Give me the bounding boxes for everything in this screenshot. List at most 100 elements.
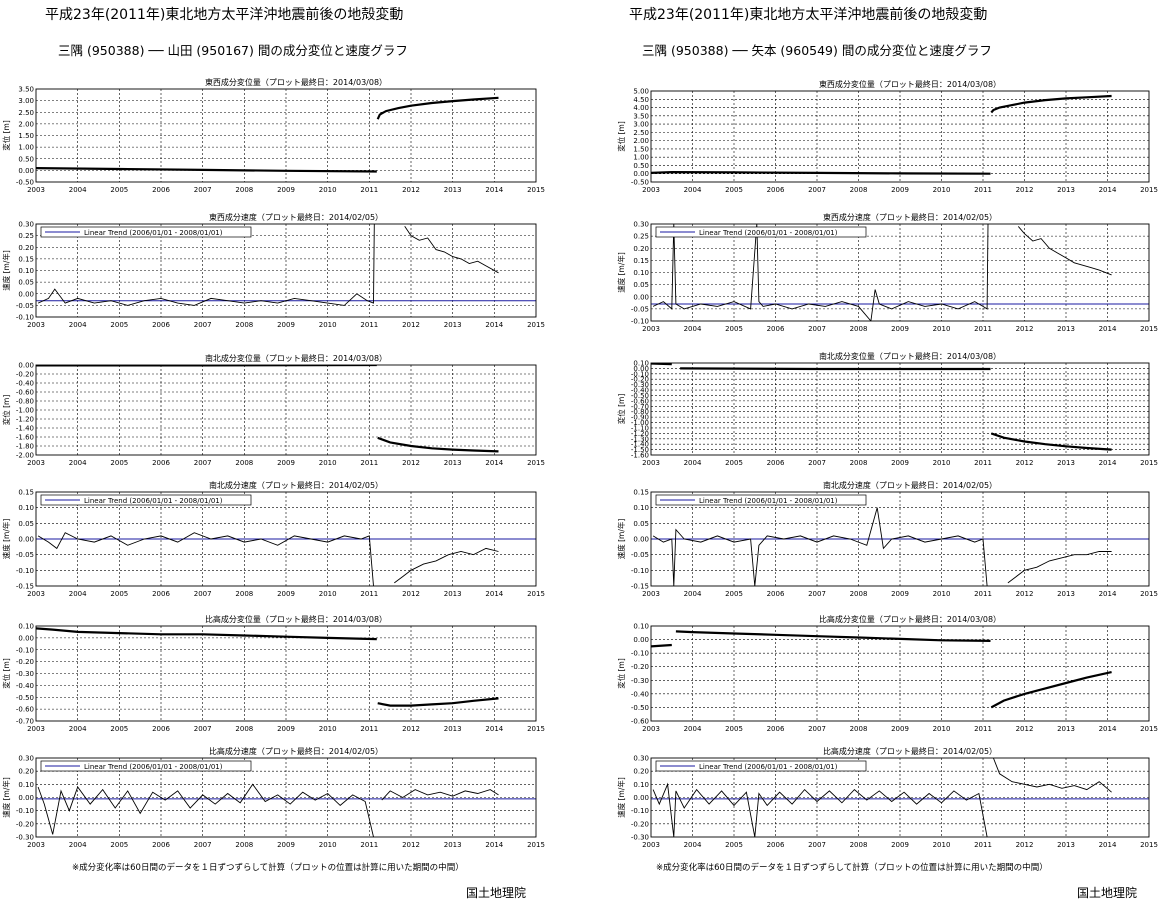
left-ns-disp-title: 南北成分変位量（プロット最終日：2014/03/08） [205,353,387,363]
y-tick-label: -0.05 [16,551,34,559]
y-tick-label: -0.40 [16,682,34,690]
x-tick-label: 2011 [360,459,378,467]
y-tick-label: -0.30 [16,834,34,842]
data-series-line [990,671,1112,709]
x-tick-label: 2004 [684,725,702,733]
x-tick-label: 2015 [1140,841,1158,849]
legend-label: Linear Trend (2006/01/01 - 2008/01/01) [84,763,223,771]
y-tick-label: 1.50 [18,132,34,140]
x-tick-label: 2012 [1016,459,1034,467]
x-tick-label: 2009 [277,321,295,329]
x-tick-label: 2007 [194,725,212,733]
x-tick-label: 2015 [527,459,545,467]
left-ud-vel-ylabel: 速度 [m/年] [1,777,11,818]
data-series-line [992,758,1112,793]
y-tick-label: 0.15 [633,489,649,497]
y-tick-label: 0.00 [18,794,34,802]
x-tick-label: 2010 [319,725,337,733]
x-tick-label: 2009 [891,459,909,467]
x-tick-label: 2015 [527,725,545,733]
data-series-line [990,432,1112,451]
x-tick-label: 2010 [319,590,337,598]
plot-frame [35,88,537,183]
y-tick-label: -1.60 [16,434,34,442]
data-series-line [377,436,499,453]
y-tick-label: -0.50 [16,694,34,702]
right-ud-disp-title: 比高成分変位量（プロット最終日：2014/03/08） [819,614,1001,624]
x-tick-label: 2006 [767,841,785,849]
x-tick-label: 2005 [110,186,128,194]
right-ud-disp-panel: 比高成分変位量（プロット最終日：2014/03/08） 0.10 0.00 -0.10… [616,614,1158,733]
y-tick-label: 1.50 [633,145,649,153]
left-ud-disp-ylabel: 変位 [m] [1,658,11,689]
legend-box [40,494,252,506]
y-tick-label: 0.10 [633,269,649,277]
left-org-name: 国土地理院 [466,886,527,900]
left-ew-vel-ylabel: 速度 [m/年] [1,250,11,291]
data-series-line [652,507,988,586]
left-ew-disp-title: 東西成分変位量（プロット最終日：2014/03/08） [205,77,387,87]
x-tick-label: 2010 [933,186,951,194]
data-series-line [675,630,991,642]
x-tick-label: 2013 [1057,590,1075,598]
y-tick-label: -1.80 [16,443,34,451]
y-tick-label: -0.60 [16,389,34,397]
y-tick-label: 0.10 [633,623,649,631]
x-tick-label: 2014 [485,459,503,467]
x-tick-label: 2007 [808,325,826,333]
x-tick-label: 2008 [850,841,868,849]
y-tick-label: -1.00 [631,419,649,427]
x-tick-label: 2007 [808,186,826,194]
x-tick-label: 2013 [1057,725,1075,733]
x-tick-label: 2010 [933,590,951,598]
x-tick-label: 2014 [485,590,503,598]
x-tick-label: 2010 [319,459,337,467]
x-tick-label: 2012 [1016,841,1034,849]
y-tick-label: 1.00 [18,144,34,152]
legend-label: Linear Trend (2006/01/01 - 2008/01/01) [84,497,223,505]
data-series-line [652,224,989,321]
x-tick-label: 2012 [1016,186,1034,194]
data-series-line [651,643,672,648]
x-tick-label: 2008 [235,459,253,467]
y-tick-label: -1.40 [631,441,649,449]
data-series-line [680,367,991,371]
x-tick-label: 2011 [360,841,378,849]
x-tick-label: 2011 [974,459,992,467]
plot-frame [650,362,1150,456]
y-tick-label: -0.60 [631,397,649,405]
y-tick-label: 3.00 [18,97,34,105]
x-tick-label: 2007 [194,590,212,598]
plot-frame [650,757,1150,838]
y-tick-label: 1.00 [633,154,649,162]
plot-frame [650,625,1150,722]
right-ns-disp-panel: 南北成分変位量（プロット最終日：2014/03/08） 0.100.00-0.10… [616,351,1158,467]
x-tick-label: 2010 [319,186,337,194]
y-tick-label: -0.50 [631,179,649,187]
x-tick-label: 2003 [642,325,660,333]
y-tick-label: -1.10 [631,424,649,432]
y-tick-label: -0.30 [631,677,649,685]
y-tick-label: -0.10 [631,650,649,658]
y-tick-label: 2.50 [633,129,649,137]
y-tick-label: -0.40 [631,387,649,395]
x-tick-label: 2003 [27,459,45,467]
x-tick-label: 2013 [1057,325,1075,333]
x-tick-label: 2004 [684,590,702,598]
y-tick-label: -0.60 [16,706,34,714]
y-tick-label: 0.50 [633,162,649,170]
x-tick-label: 2014 [1099,325,1117,333]
y-tick-label: -0.10 [631,567,649,575]
x-tick-label: 2007 [808,459,826,467]
y-tick-label: 2.00 [633,137,649,145]
y-tick-label: 0.05 [18,520,34,528]
y-tick-label: -1.20 [16,416,34,424]
data-series-line [36,627,377,641]
legend-label: Linear Trend (2006/01/01 - 2008/01/01) [699,497,838,505]
x-tick-label: 2003 [27,841,45,849]
right-ud-vel-title: 比高成分速度（プロット最終日：2014/02/05） [823,746,997,756]
x-tick-label: 2006 [767,325,785,333]
x-tick-label: 2003 [642,459,660,467]
y-tick-label: -0.80 [16,398,34,406]
y-tick-label: -0.90 [631,414,649,422]
